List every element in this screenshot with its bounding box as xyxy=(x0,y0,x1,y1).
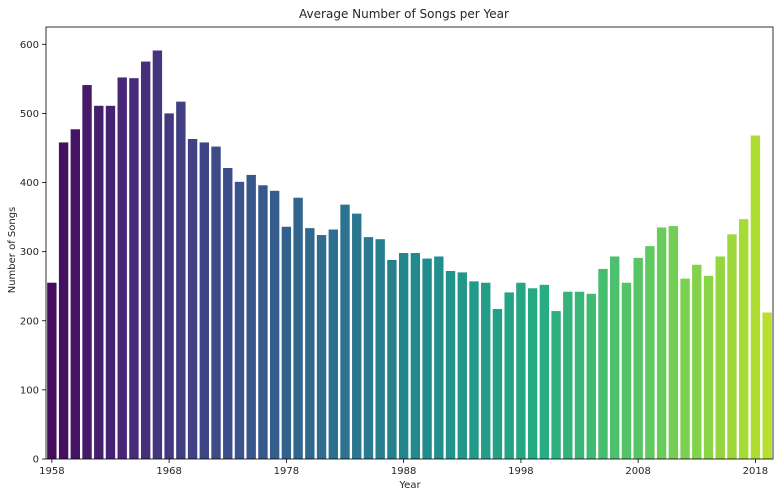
bar-1958 xyxy=(47,282,57,459)
bar-1964 xyxy=(117,77,127,460)
bar-1972 xyxy=(211,146,221,459)
plot-frame xyxy=(45,26,774,460)
y-tick-label: 300 xyxy=(20,247,39,258)
bars-group xyxy=(47,50,772,460)
bar-1998 xyxy=(516,282,526,459)
bar-2002 xyxy=(563,291,573,459)
bar-2010 xyxy=(656,227,667,459)
x-tick-label: 1988 xyxy=(391,466,416,477)
bar-1977 xyxy=(269,190,280,459)
x-tick-label: 1968 xyxy=(156,466,181,477)
x-tick-label: 1998 xyxy=(508,466,533,477)
y-tick-label: 400 xyxy=(20,178,39,189)
bar-2019 xyxy=(762,312,772,459)
y-tick-label: 100 xyxy=(20,385,39,396)
bar-1979 xyxy=(293,197,303,460)
bar-1962 xyxy=(94,105,104,460)
bar-1992 xyxy=(445,270,456,459)
x-axis: 1958 1968 1978 1988 1998 2008 2018 xyxy=(39,459,768,477)
y-tick-label: 500 xyxy=(20,109,39,120)
bar-2018 xyxy=(750,135,761,459)
bar-1959 xyxy=(58,142,69,459)
x-tick-label: 1958 xyxy=(39,466,64,477)
y-axis: 0 100 200 300 400 500 600 xyxy=(20,40,46,466)
bar-1965 xyxy=(129,78,139,460)
bar-2017 xyxy=(739,219,749,459)
bar-1978 xyxy=(281,226,292,459)
bar-1974 xyxy=(234,181,245,459)
bar-2011 xyxy=(668,226,679,459)
bar-2004 xyxy=(586,293,596,459)
x-tick-label: 1978 xyxy=(274,466,299,477)
x-tick-label: 2008 xyxy=(625,466,650,477)
bar-1996 xyxy=(492,309,503,459)
bar-2003 xyxy=(574,291,585,459)
bar-2013 xyxy=(692,264,702,459)
y-axis-label: Number of Songs xyxy=(7,207,18,294)
bar-1987 xyxy=(387,259,397,459)
bar-2005 xyxy=(598,268,608,459)
bar-1988 xyxy=(398,253,409,459)
bar-1991 xyxy=(434,256,444,459)
bar-2007 xyxy=(621,282,632,459)
bar-1989 xyxy=(410,253,421,459)
bar-1973 xyxy=(223,168,233,459)
bar-1986 xyxy=(375,239,385,459)
bar-1960 xyxy=(70,129,80,460)
bar-2014 xyxy=(703,275,714,459)
bar-1969 xyxy=(176,101,186,460)
chart-title: Average Number of Songs per Year xyxy=(299,7,509,21)
bar-1971 xyxy=(199,142,209,459)
bar-1963 xyxy=(105,105,116,460)
bar-1993 xyxy=(457,272,467,459)
bar-2009 xyxy=(645,246,655,459)
bar-1981 xyxy=(316,235,327,459)
y-tick-label: 200 xyxy=(20,316,39,327)
bar-2008 xyxy=(633,257,643,459)
bar-1990 xyxy=(422,258,432,459)
bar-1966 xyxy=(140,61,151,460)
bar-1985 xyxy=(363,237,374,459)
bar-1975 xyxy=(246,174,256,460)
bar-1999 xyxy=(527,288,538,459)
bar-2006 xyxy=(610,256,620,459)
bar-1983 xyxy=(340,204,350,459)
bar-1961 xyxy=(82,85,92,459)
bar-1994 xyxy=(469,281,479,459)
bar-2016 xyxy=(727,234,737,459)
y-tick-label: 600 xyxy=(20,40,39,51)
bar-1997 xyxy=(504,292,514,459)
bar-1984 xyxy=(352,213,362,459)
bar-1968 xyxy=(164,113,174,460)
bar-2001 xyxy=(551,311,561,459)
bar-1980 xyxy=(305,228,315,459)
bar-1967 xyxy=(152,50,163,459)
y-tick-label: 0 xyxy=(33,455,39,466)
x-axis-label: Year xyxy=(398,480,421,491)
bar-1970 xyxy=(187,138,198,459)
bar-1982 xyxy=(328,229,338,459)
bar-2012 xyxy=(680,278,690,459)
bar-1995 xyxy=(481,282,491,459)
bar-1976 xyxy=(258,185,268,459)
bar-2000 xyxy=(539,284,550,459)
bar-2015 xyxy=(715,256,725,459)
x-tick-label: 2018 xyxy=(743,466,768,477)
